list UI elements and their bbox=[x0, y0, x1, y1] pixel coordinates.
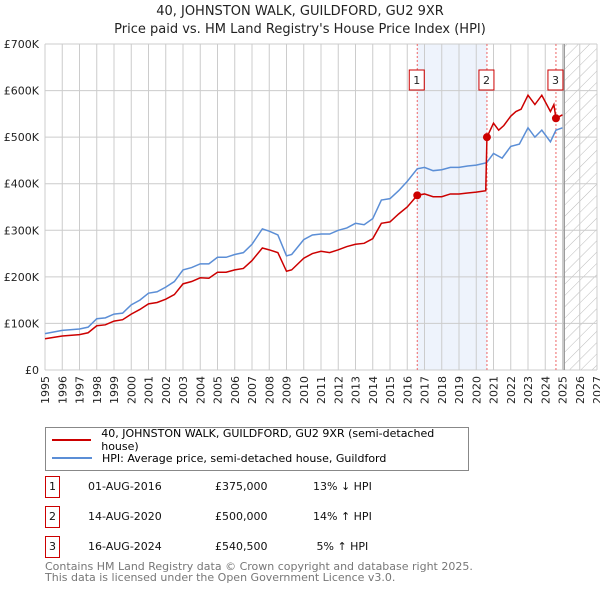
price: £500,000 bbox=[215, 510, 268, 523]
legend-swatch bbox=[52, 457, 92, 459]
x-tick-label: 2004 bbox=[194, 376, 207, 404]
legend-label: 40, JOHNSTON WALK, GUILDFORD, GU2 9XR (s… bbox=[101, 427, 435, 453]
x-tick-label: 2023 bbox=[522, 376, 535, 404]
chart-subtitle: Price paid vs. HM Land Registry's House … bbox=[114, 22, 486, 37]
x-tick-label: 2000 bbox=[125, 376, 138, 404]
x-tick-label: 2002 bbox=[160, 376, 173, 404]
x-tick-label: 2005 bbox=[212, 376, 225, 404]
y-tick-label: £300K bbox=[4, 224, 40, 237]
x-tick-label: 2024 bbox=[539, 376, 552, 404]
x-tick-label: 2010 bbox=[298, 376, 311, 404]
legend-label: HPI: Average price, semi-detached house,… bbox=[102, 451, 387, 465]
y-tick-label: £100K bbox=[4, 317, 40, 330]
x-tick-label: 2007 bbox=[246, 376, 259, 404]
date: 01-AUG-2016 bbox=[88, 480, 162, 493]
x-tick-label: 2016 bbox=[401, 376, 414, 404]
legend-item-property: 40, JOHNSTON WALK, GUILDFORD, GU2 9XR (s… bbox=[52, 427, 468, 453]
x-tick-label: 2019 bbox=[453, 376, 466, 404]
hpi-line bbox=[44, 126, 563, 335]
legend: 40, JOHNSTON WALK, GUILDFORD, GU2 9XR (s… bbox=[45, 427, 469, 471]
hpi-diff: 14% ↑ HPI bbox=[313, 510, 372, 523]
sale-label-box bbox=[408, 69, 425, 91]
x-tick-label: 2017 bbox=[419, 376, 432, 404]
x-tick-label: 2006 bbox=[229, 376, 242, 404]
x-tick-label: 2003 bbox=[177, 376, 190, 404]
x-tick-label: 2012 bbox=[332, 376, 345, 404]
x-tick-label: 2008 bbox=[263, 376, 276, 404]
plot: 1995 1996 1997 1998 1999 2000 2001 2002 2003 2004… bbox=[4, 38, 600, 404]
sale-label: 3 bbox=[552, 74, 559, 87]
footer: Contains HM Land Registry data © Crown c… bbox=[45, 561, 473, 583]
forecast-hatch bbox=[564, 44, 597, 370]
x-tick-label: 2011 bbox=[315, 376, 328, 404]
x-tick-label: 2018 bbox=[436, 376, 449, 404]
x-tick-label: 1999 bbox=[108, 376, 121, 404]
x-tick-label: 2022 bbox=[505, 376, 518, 404]
y-tick-label: £700K bbox=[4, 38, 40, 51]
x-tick-label: 2021 bbox=[488, 376, 501, 404]
footer-line: Contains HM Land Registry data © Crown c… bbox=[45, 560, 473, 573]
x-tick-label: 1997 bbox=[74, 376, 87, 404]
property-line bbox=[44, 93, 563, 340]
x-tick-label: 1995 bbox=[39, 376, 52, 404]
y-tick-label: £600K bbox=[4, 85, 40, 98]
date: 16-AUG-2024 bbox=[88, 540, 162, 553]
sale-label-box bbox=[547, 69, 564, 91]
sale-point bbox=[413, 191, 422, 200]
x-tick-label: 2014 bbox=[367, 376, 380, 404]
price: £540,500 bbox=[215, 540, 268, 553]
x-tick-label: 2001 bbox=[143, 376, 156, 404]
y-tick-label: £500K bbox=[4, 131, 40, 144]
chart-title: 40, JOHNSTON WALK, GUILDFORD, GU2 9XR bbox=[156, 4, 444, 19]
shaded-period bbox=[417, 44, 487, 370]
x-tick-label: 2013 bbox=[350, 376, 363, 404]
hpi-diff: 13% ↓ HPI bbox=[313, 480, 372, 493]
legend-item-hpi: HPI: Average price, semi-detached house,… bbox=[52, 449, 386, 467]
sale-point bbox=[482, 133, 491, 142]
sale-label-box bbox=[478, 69, 495, 91]
date: 14-AUG-2020 bbox=[88, 510, 162, 523]
x-tick-label: 1998 bbox=[91, 376, 104, 404]
x-tick-label: 1996 bbox=[56, 376, 69, 404]
sale-label: 1 bbox=[413, 74, 420, 87]
y-tick-label: £0 bbox=[25, 364, 39, 377]
sale-point bbox=[551, 114, 560, 123]
x-tick-label: 2015 bbox=[384, 376, 397, 404]
x-tick-label: 2025 bbox=[557, 376, 570, 404]
footer-line: This data is licensed under the Open Gov… bbox=[45, 571, 396, 584]
x-tick-label: 2020 bbox=[470, 376, 483, 404]
x-tick-label: 2009 bbox=[281, 376, 294, 404]
sale-label: 2 bbox=[483, 74, 490, 87]
marker-badge: 2 bbox=[45, 506, 60, 528]
y-tick-label: £400K bbox=[4, 178, 40, 191]
y-tick-label: £200K bbox=[4, 271, 40, 284]
price: £375,000 bbox=[215, 480, 268, 493]
legend-swatch bbox=[52, 439, 92, 441]
marker-badge: 3 bbox=[45, 536, 60, 558]
hpi-diff: 5% ↑ HPI bbox=[313, 540, 369, 553]
x-tick-label: 2026 bbox=[574, 376, 587, 404]
marker-badge: 1 bbox=[45, 476, 60, 498]
x-tick-label: 2027 bbox=[591, 376, 600, 404]
